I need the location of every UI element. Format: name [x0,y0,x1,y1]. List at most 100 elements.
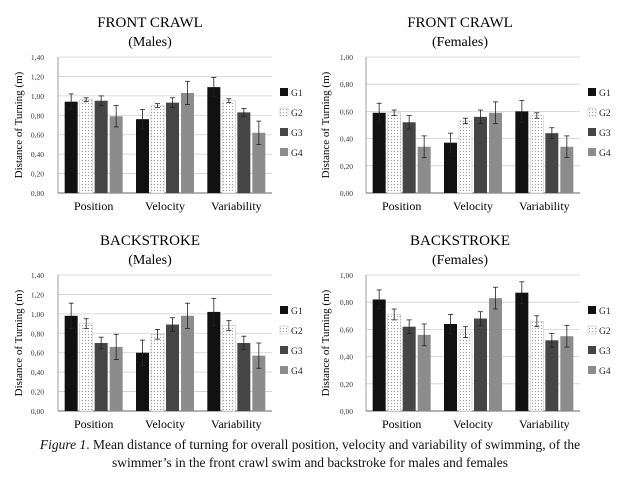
bar-g2-variability [222,325,236,412]
legend-label-g3: G3 [291,347,303,357]
y-tick-label: 0,00 [31,407,44,416]
legend-swatch-g4 [280,366,288,374]
y-tick-label: 0,80 [31,329,44,338]
bar-g2-velocity [150,334,165,412]
legend-swatch-g1 [280,306,288,314]
bar-g1-variability [515,111,529,193]
bar-g3-variability [237,343,251,411]
bar-g1-velocity [444,323,457,411]
caption-label: Figure 1 [39,437,87,452]
y-tick-label: 0,80 [31,111,44,120]
legend-label-g4: G4 [291,149,303,159]
bar-g3-variability [545,133,559,193]
chart-title: FRONT CRAWL [97,15,203,31]
legend-swatch-g3 [280,346,288,354]
y-axis-label: Distance of Turning (m) [320,289,332,396]
legend-label-g4: G4 [291,367,303,377]
y-axis-label: Distance of Turning (m) [320,71,332,178]
y-tick-label: 0,00 [340,407,353,416]
bar-g4-velocity [181,315,194,411]
legend-label-g3: G3 [599,347,611,357]
y-tick-label: 0,60 [31,349,44,358]
legend-swatch-g2 [587,107,597,117]
chart-subtitle: (Females) [432,35,488,50]
chart-subtitle: (Males) [128,253,172,268]
bar-g1-velocity [136,352,149,411]
y-tick-label: 0,20 [340,380,353,389]
legend-swatch-g3 [588,128,596,136]
x-tick-label: Velocity [145,417,185,431]
y-tick-label: 0,40 [340,135,353,144]
legend-swatch-g4 [588,148,596,156]
legend-label-g1: G1 [599,89,611,99]
bar-g1-position [372,112,386,193]
y-tick-label: 1,00 [31,310,44,319]
chart-title: FRONT CRAWL [407,15,513,31]
figure-caption: Figure 1. Mean distance of turning for o… [10,436,610,472]
chart-panel-2: FRONT CRAWL (Females) Distance of Turning … [320,15,611,213]
x-tick-label: Variability [519,417,570,431]
x-tick-label: Position [74,417,113,431]
x-tick-label: Position [74,199,113,213]
y-tick-label: 1,20 [31,72,44,81]
bar-g3-variability [545,340,559,411]
bar-g3-position [94,100,108,193]
bar-g3-variability [237,112,251,193]
bar-g3-velocity [474,116,487,193]
x-tick-label: Position [382,199,421,213]
bar-g3-velocity [166,324,179,411]
bar-g3-position [402,122,416,193]
y-tick-label: 0,20 [31,170,44,179]
bar-g3-position [402,326,416,411]
y-axis-label: Distance of Turning (m) [13,289,25,396]
chart-subtitle: (Males) [128,35,172,50]
y-tick-label: 1,40 [31,271,44,280]
y-tick-label: 0,60 [340,107,353,116]
bar-g4-position [109,116,123,193]
y-tick-label: 0,40 [31,150,44,159]
legend-swatch-g1 [588,306,596,314]
legend-swatch-g4 [588,366,596,374]
bar-g1-variability [207,87,221,193]
bar-g2-variability [530,115,544,194]
y-tick-label: 0,80 [340,298,353,307]
bar-g1-variability [207,311,221,411]
bar-g2-position [79,99,93,194]
legend-swatch-g1 [280,88,288,96]
bar-g2-position [79,323,93,412]
legend-swatch-g3 [588,346,596,354]
bar-g1-position [372,299,386,411]
y-axis-label: Distance of Turning (m) [13,71,25,178]
legend-swatch-g4 [280,148,288,156]
x-tick-label: Variability [519,199,570,213]
bar-g2-velocity [458,331,473,412]
bar-g1-velocity [444,142,457,193]
legend-label-g3: G3 [291,129,303,139]
bar-g2-position [387,314,401,412]
chart-panel-1: FRONT CRAWL (Males) Distance of Turning (m… [13,15,303,213]
y-tick-label: 0,00 [31,189,44,198]
bar-g3-position [94,343,108,411]
legend-label-g2: G2 [599,109,611,119]
bar-g1-position [64,315,78,411]
bar-g3-velocity [474,318,487,411]
bar-g1-velocity [136,119,149,193]
legend-label-g1: G1 [291,89,303,99]
y-tick-label: 1,40 [31,53,44,62]
legend-label-g1: G1 [291,307,303,317]
y-tick-label: 0,40 [340,353,353,362]
legend-label-g2: G2 [291,109,303,119]
legend-label-g3: G3 [599,129,611,139]
legend-swatch-g3 [280,128,288,136]
y-tick-label: 0,20 [340,162,353,171]
bar-g4-variability [252,355,266,411]
bar-g4-velocity [181,92,194,193]
chart-title: BACKSTROKE [410,233,510,249]
caption-text: . Mean distance of turning for overall p… [86,437,581,470]
legend-label-g1: G1 [599,307,611,317]
bar-g4-position [417,334,431,411]
y-tick-label: 0,60 [31,131,44,140]
y-tick-label: 0,80 [340,80,353,89]
legend-label-g2: G2 [599,327,611,337]
bar-g4-velocity [489,112,502,193]
